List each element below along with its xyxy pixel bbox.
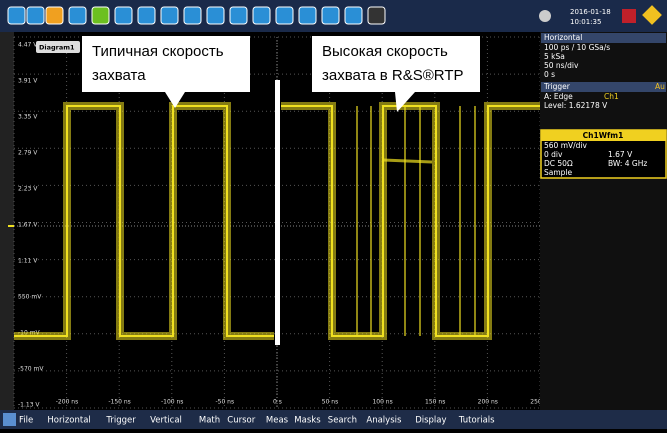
horizontal-line: 50 ns/div: [544, 61, 579, 70]
x-axis-label: 50 ns: [322, 399, 338, 406]
y-axis-label: 1.67 V: [18, 222, 38, 229]
channel-bandwidth: BW: 4 GHz: [608, 159, 647, 168]
toolbar-button[interactable]: [230, 7, 247, 24]
toolbar-button[interactable]: [253, 7, 270, 24]
menu-icon[interactable]: [3, 413, 16, 426]
horizontal-line: 5 kSa: [544, 52, 565, 61]
y-axis-label: -1.13 V: [18, 402, 40, 409]
y-axis-label: 2.23 V: [18, 186, 38, 193]
toolbar-button[interactable]: [322, 7, 339, 24]
menu-item[interactable]: Search: [328, 416, 357, 426]
ruler: [0, 32, 14, 410]
menu-item[interactable]: Horizontal: [47, 416, 90, 426]
x-axis-label: -100 ns: [161, 399, 183, 406]
menu-item[interactable]: Masks: [294, 416, 321, 426]
menu-item[interactable]: Tutorials: [458, 416, 495, 426]
channel-scale: 560 mV/div: [544, 141, 588, 150]
toolbar-button[interactable]: [299, 7, 316, 24]
y-axis-label: -570 mV: [18, 366, 44, 373]
x-axis-label: 0 s: [273, 399, 282, 406]
menu-item[interactable]: Math: [199, 416, 220, 426]
y-axis-label: 2.79 V: [18, 150, 38, 157]
horizontal-title: Horizontal: [544, 33, 582, 42]
hd-icon[interactable]: [622, 9, 636, 23]
horizontal-line: 0 s: [544, 70, 555, 79]
toolbar-button[interactable]: [161, 7, 178, 24]
waveform-trace: [383, 160, 432, 162]
menu-item[interactable]: Meas: [266, 416, 289, 426]
channel-coupling: DC 50Ω: [544, 159, 573, 168]
date: 2016-01-18: [570, 8, 611, 16]
divider: [275, 80, 280, 345]
oscilloscope-screen: 2016-01-18 10:01:35 4.47 V 3.91 V 3.35 V 2.…: [0, 0, 667, 429]
toolbar-button[interactable]: [138, 7, 155, 24]
toolbar-button[interactable]: [276, 7, 293, 24]
trigger-mode: Au: [655, 82, 665, 91]
y-axis-label: 550 mV: [18, 294, 42, 301]
toolbar-button[interactable]: [69, 7, 86, 24]
x-axis-label: 200 ns: [478, 399, 498, 406]
x-axis-label: -150 ns: [108, 399, 130, 406]
toolbar-button[interactable]: [207, 7, 224, 24]
toolbar-button[interactable]: [368, 7, 385, 24]
toolbar-button[interactable]: [27, 7, 44, 24]
time: 10:01:35: [570, 18, 601, 26]
trigger-source: A: Edge: [544, 92, 573, 101]
callout-text: Типичная скорость: [92, 43, 224, 60]
toolbar-button[interactable]: [115, 7, 132, 24]
channel-offset: 0 div: [544, 150, 563, 159]
channel-position: 1.67 V: [608, 150, 633, 159]
diagram-tab-label: Diagram1: [39, 44, 75, 52]
toolbar-button[interactable]: [345, 7, 362, 24]
x-axis-label: 100 ns: [372, 399, 392, 406]
trigger-channel: Ch1: [604, 92, 619, 101]
x-axis-label: 150 ns: [425, 399, 445, 406]
trigger-level: Level: 1.62178 V: [544, 101, 608, 110]
toolbar-button[interactable]: [184, 7, 201, 24]
menu-item[interactable]: Display: [415, 416, 446, 426]
trigger-title: Trigger: [543, 82, 571, 91]
y-axis-label: 3.35 V: [18, 114, 38, 121]
toolbar-button[interactable]: [8, 7, 25, 24]
menu-item[interactable]: File: [19, 416, 33, 426]
horizontal-line: 100 ps / 10 GSa/s: [544, 43, 610, 52]
menu-item[interactable]: Cursor: [227, 416, 255, 426]
x-axis-label: -50 ns: [215, 399, 234, 406]
callout-text: захвата: [92, 67, 146, 84]
y-axis-label: 1.11 V: [18, 258, 38, 265]
channel-title: Ch1Wfm1: [583, 131, 624, 140]
toolbar-button[interactable]: [46, 7, 63, 24]
settings-icon[interactable]: [539, 10, 551, 22]
channel-mode: Sample: [544, 168, 573, 177]
y-axis-label: 4.47 V: [18, 42, 38, 49]
callout-text: Высокая скорость: [322, 43, 448, 60]
x-axis-label: -200 ns: [56, 399, 78, 406]
menu-item[interactable]: Analysis: [366, 416, 402, 426]
toolbar-button[interactable]: [92, 7, 109, 24]
y-axis-label: 3.91 V: [18, 78, 38, 85]
menu-item[interactable]: Vertical: [150, 416, 182, 426]
menu-item[interactable]: Trigger: [105, 416, 136, 426]
callout-text: захвата в R&S®RTP: [322, 67, 464, 84]
